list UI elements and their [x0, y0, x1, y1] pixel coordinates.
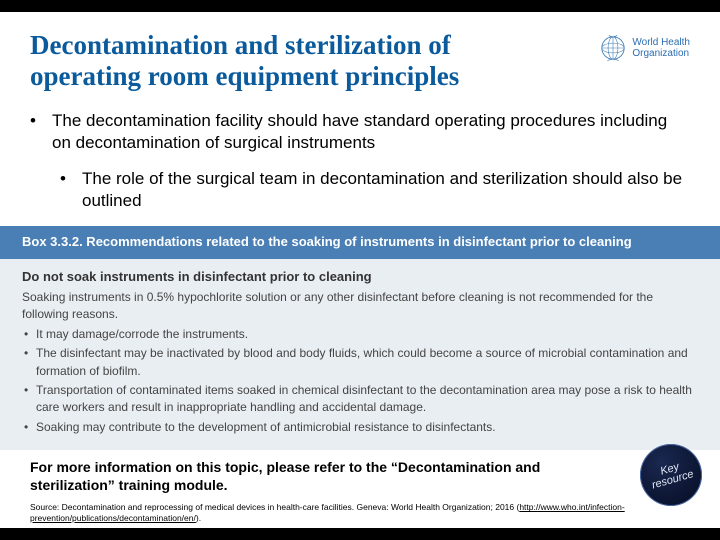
key-resource-badge: Key resource [640, 444, 702, 506]
box-item: Transportation of contaminated items soa… [22, 382, 698, 417]
who-logo: World Health Organization [599, 34, 690, 62]
bullet-dot-icon: • [30, 110, 52, 154]
bullet2-text: The role of the surgical team in deconta… [82, 168, 690, 212]
slide-title: Decontamination and sterilization of ope… [30, 30, 550, 92]
bullet-level2: • The role of the surgical team in decon… [60, 168, 690, 212]
who-text: World Health Organization [632, 37, 690, 59]
more-info: For more information on this topic, plea… [30, 458, 590, 494]
box-header: Box 3.3.2. Recommendations related to th… [0, 226, 720, 259]
source-prefix: Source: Decontamination and reprocessing… [30, 502, 519, 512]
box-item: It may damage/corrode the instruments. [22, 326, 698, 343]
info-box: Box 3.3.2. Recommendations related to th… [0, 226, 720, 450]
box-intro: Soaking instruments in 0.5% hypochlorite… [22, 289, 698, 321]
bullet-level1: • The decontamination facility should ha… [30, 110, 690, 154]
bullet1-text: The decontamination facility should have… [52, 110, 690, 154]
who-line2: Organization [632, 48, 690, 59]
box-item: Soaking may contribute to the developmen… [22, 419, 698, 436]
box-list: It may damage/corrode the instruments. T… [22, 326, 698, 436]
box-subtitle: Do not soak instruments in disinfectant … [22, 269, 698, 284]
header-row: Decontamination and sterilization of ope… [30, 30, 690, 92]
box-item: The disinfectant may be inactivated by b… [22, 345, 698, 380]
bullet-dot-icon: • [60, 168, 82, 212]
badge-text: Key resource [647, 459, 694, 492]
who-line1: World Health [632, 37, 690, 48]
box-body: Do not soak instruments in disinfectant … [0, 259, 720, 450]
source-citation: Source: Decontamination and reprocessing… [30, 502, 630, 523]
who-emblem-icon [599, 34, 627, 62]
slide: Decontamination and sterilization of ope… [0, 12, 720, 528]
bullet-list: • The decontamination facility should ha… [30, 110, 690, 212]
source-suffix: ). [196, 513, 201, 523]
